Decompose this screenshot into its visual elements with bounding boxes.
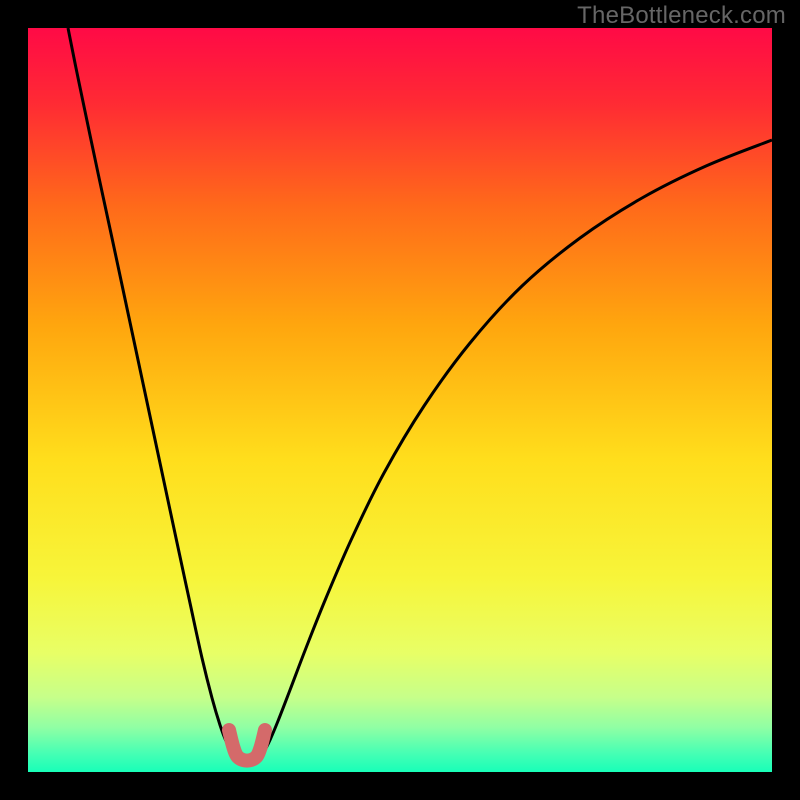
curve-right-branch bbox=[265, 140, 772, 750]
min-cup-marker bbox=[229, 730, 265, 761]
watermark-text: TheBottleneck.com bbox=[577, 2, 786, 30]
chart-svg bbox=[28, 28, 772, 772]
curve-left-branch bbox=[68, 28, 231, 750]
plot-area bbox=[28, 28, 772, 772]
